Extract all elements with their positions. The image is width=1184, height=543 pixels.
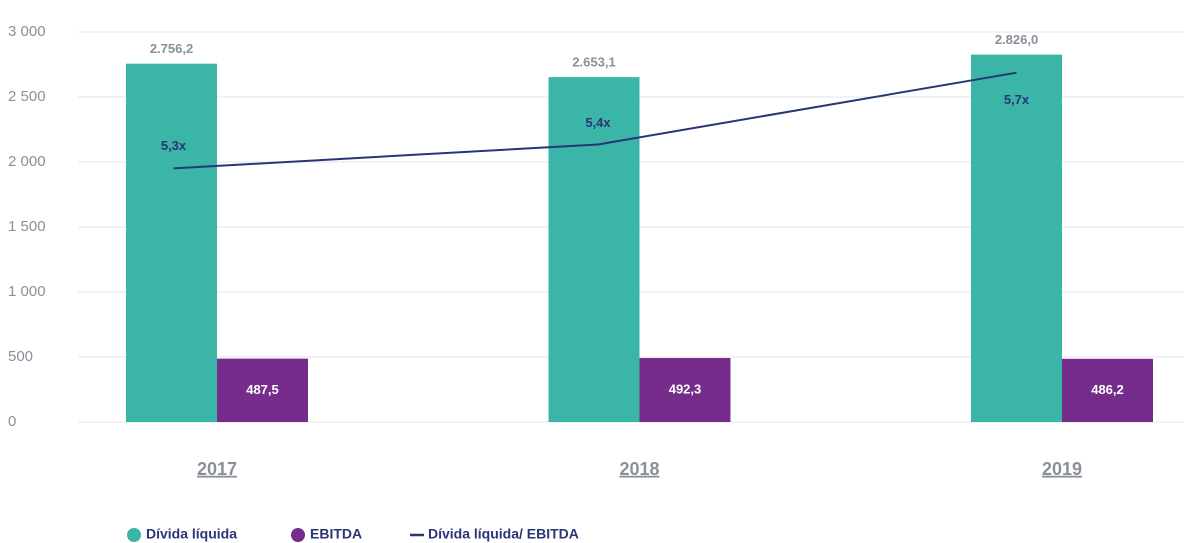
- y-tick-label: 1 500: [8, 218, 46, 235]
- y-tick-label: 500: [8, 348, 33, 365]
- data-label: 2.653,1: [572, 55, 615, 70]
- y-tick-label: 1 000: [8, 283, 46, 300]
- data-label: 5,4x: [585, 115, 611, 130]
- bar: [971, 54, 1062, 423]
- x-tick-label: 2018: [619, 459, 659, 479]
- data-label: 2.756,2: [150, 41, 193, 56]
- x-tick-label: 2019: [1042, 459, 1082, 479]
- data-label: 5,7x: [1004, 92, 1030, 107]
- bar: [548, 77, 640, 423]
- data-label: 486,2: [1091, 382, 1124, 397]
- data-label: 487,5: [246, 382, 279, 397]
- bar: [1062, 358, 1153, 422]
- y-tick-label: 2 000: [8, 153, 46, 170]
- y-tick-label: 2 500: [8, 88, 46, 105]
- bar: [639, 358, 731, 422]
- data-label: 492,3: [669, 381, 702, 396]
- legend-swatch: [127, 528, 141, 542]
- legend-swatch: [291, 528, 305, 542]
- legend-label: EBITDA: [310, 526, 362, 542]
- legend-label: Dívida líquida: [146, 526, 237, 542]
- data-label: 5,3x: [161, 138, 187, 153]
- data-label: 2.826,0: [995, 32, 1038, 47]
- y-tick-label: 0: [8, 413, 16, 430]
- bar: [217, 358, 308, 422]
- x-tick-label: 2017: [197, 459, 237, 479]
- line: [173, 71, 1017, 170]
- legend-label: Dívida líquida/ EBITDA: [428, 526, 579, 542]
- bar: [126, 63, 217, 422]
- y-tick-label: 3 000: [8, 23, 46, 40]
